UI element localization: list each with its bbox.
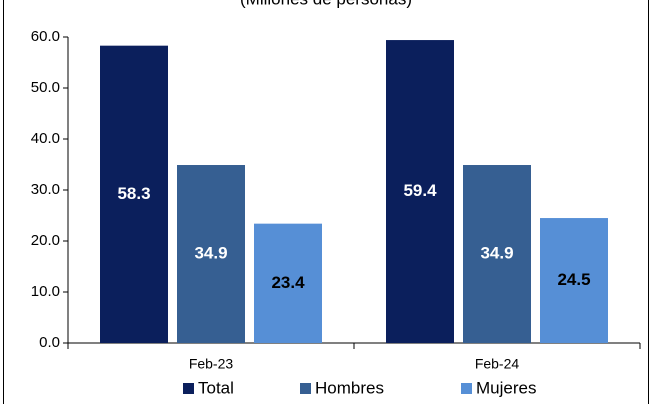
- x-tick-label: Feb-24: [475, 356, 520, 372]
- bar: [254, 223, 322, 343]
- legend-label: Hombres: [315, 378, 384, 397]
- legend-label: Total: [198, 378, 234, 397]
- data-label: 59.4: [403, 181, 437, 200]
- bar: [177, 165, 245, 343]
- y-tick-label: 50.0: [31, 79, 60, 96]
- y-tick-label: 10.0: [31, 283, 60, 300]
- bar: [100, 45, 168, 344]
- chart-subtitle: (Millones de personas): [240, 0, 412, 8]
- data-label: 34.9: [194, 243, 227, 262]
- data-label: 23.4: [271, 273, 305, 292]
- bar: [386, 40, 454, 344]
- legend-marker: [461, 383, 472, 394]
- x-tick-label: Feb-23: [189, 356, 234, 372]
- data-label: 58.3: [117, 184, 150, 203]
- bar: [540, 218, 608, 343]
- legend-label: Mujeres: [476, 378, 536, 397]
- data-label: 24.5: [557, 270, 590, 289]
- bar: [463, 165, 531, 343]
- data-label: 34.9: [480, 243, 513, 262]
- y-tick-label: 60.0: [31, 28, 60, 45]
- y-tick-label: 0.0: [39, 334, 60, 351]
- y-tick-label: 40.0: [31, 130, 60, 147]
- y-tick-label: 30.0: [31, 181, 60, 198]
- legend-marker: [183, 383, 194, 394]
- legend-marker: [300, 383, 311, 394]
- y-tick-label: 20.0: [31, 232, 60, 249]
